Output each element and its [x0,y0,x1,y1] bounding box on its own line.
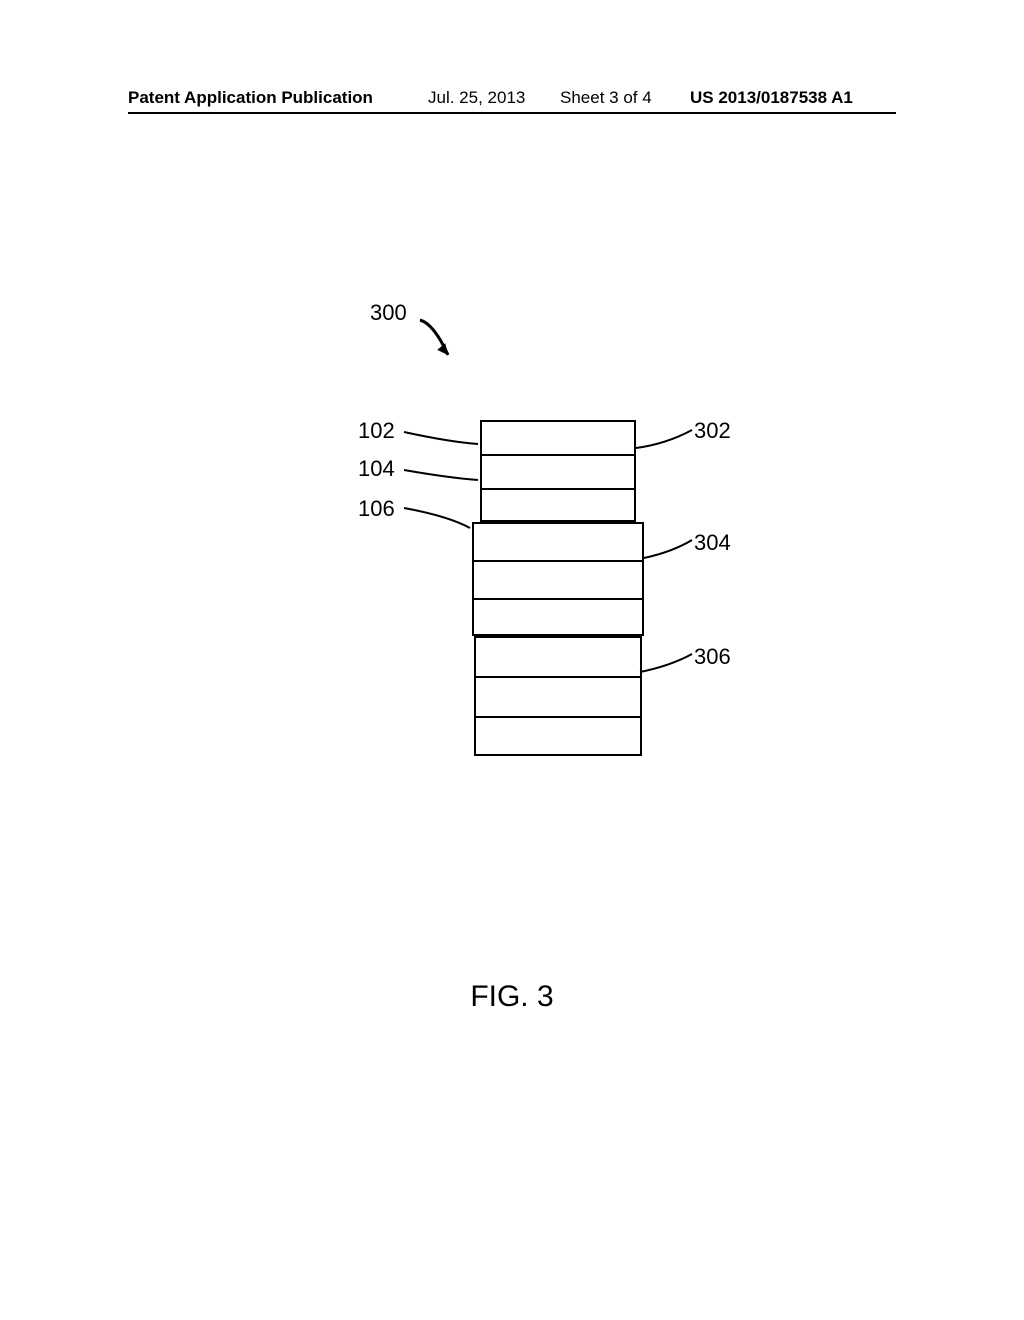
ref-106: 106 [358,496,395,522]
ref-304: 304 [694,530,731,556]
ref-104: 104 [358,456,395,482]
ref-306: 306 [694,644,731,670]
ref-302: 302 [694,418,731,444]
ref-102: 102 [358,418,395,444]
page: Patent Application Publication Jul. 25, … [0,0,1024,1320]
leader-lines [0,0,1024,1320]
ref-300: 300 [370,300,407,326]
